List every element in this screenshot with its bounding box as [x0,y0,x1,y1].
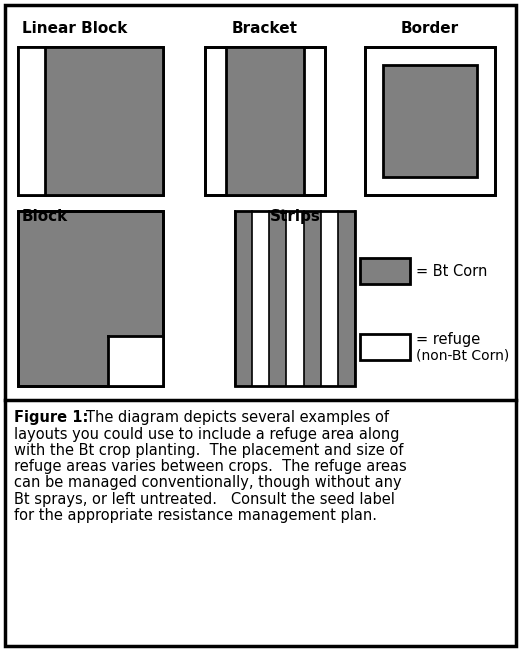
Bar [338,210,355,386]
Text: refuge areas varies between crops.  The refuge areas: refuge areas varies between crops. The r… [14,459,407,474]
Text: for the appropriate resistance management plan.: for the appropriate resistance managemen… [14,508,377,523]
Bar [287,210,304,386]
Bar [235,210,252,386]
Text: layouts you could use to include a refuge area along: layouts you could use to include a refug… [14,426,400,441]
Bar [235,210,355,386]
Bar [360,334,410,360]
Bar [18,47,163,195]
Text: (non-Bt Corn): (non-Bt Corn) [416,349,509,363]
Text: Block: Block [22,209,68,224]
Bar [108,337,163,386]
Text: Figure 1:: Figure 1: [14,410,89,425]
Bar [205,47,325,195]
Bar [252,210,269,386]
Text: with the Bt crop planting.  The placement and size of: with the Bt crop planting. The placement… [14,443,403,458]
Bar [18,210,163,386]
Text: Bt sprays, or left untreated.   Consult the seed label: Bt sprays, or left untreated. Consult th… [14,492,395,506]
Text: can be managed conventionally, though without any: can be managed conventionally, though wi… [14,475,402,490]
Bar [45,47,163,195]
Bar [304,210,321,386]
Bar [18,47,45,195]
Bar [321,210,338,386]
Text: Strips: Strips [269,209,320,224]
Bar [365,47,495,195]
Bar [205,47,325,195]
Bar [360,258,410,284]
Bar [18,210,163,386]
Bar [269,210,287,386]
Text: Linear Block: Linear Block [22,21,127,36]
Text: Border: Border [401,21,459,36]
Bar [383,65,477,177]
Text: Bracket: Bracket [232,21,298,36]
Bar [235,210,355,386]
Text: The diagram depicts several examples of: The diagram depicts several examples of [86,410,389,425]
Bar [226,47,304,195]
Bar [18,47,163,195]
Text: = Bt Corn: = Bt Corn [416,264,487,279]
Text: = refuge: = refuge [416,332,480,347]
Bar [365,47,495,195]
